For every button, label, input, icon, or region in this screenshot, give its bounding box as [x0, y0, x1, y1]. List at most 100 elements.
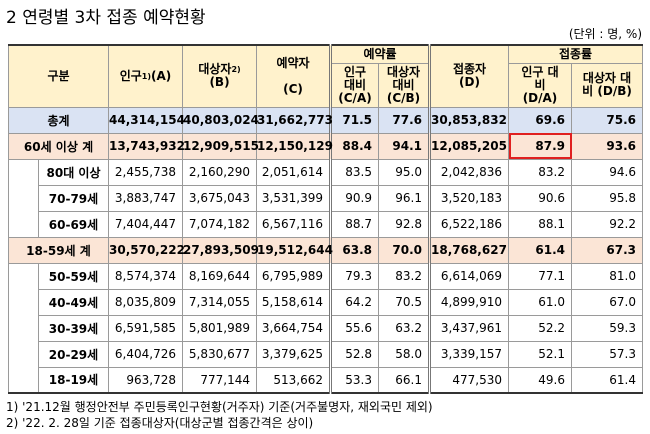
cell-d-b: 81.0 — [571, 262, 643, 290]
cell-d-b: 92.2 — [571, 210, 643, 238]
row-label: 60세 이상 계 — [8, 132, 109, 160]
header-reserved: 예약자 (C) — [256, 44, 331, 108]
cell-c-b: 70.0 — [378, 236, 430, 264]
cell-d-a: 61.0 — [508, 288, 572, 316]
cell-c-b: 63.2 — [378, 314, 430, 342]
cell-d-b: 67.0 — [571, 288, 643, 316]
cell-vaccinated: 12,085,205 — [428, 132, 509, 160]
cell-population: 8,574,374 — [108, 262, 183, 290]
header-reservation-rate: 예약률 — [329, 44, 430, 64]
cell-d-a: 77.1 — [508, 262, 572, 290]
table-row: 60-69세 7,404,447 7,074,182 6,567,116 88.… — [9, 210, 643, 238]
cell-c-b: 96.1 — [378, 184, 430, 212]
cell-target: 12,909,515 — [182, 132, 259, 160]
cell-vaccinated: 18,768,627 — [428, 236, 509, 264]
cell-target: 27,893,509 — [182, 236, 259, 264]
cell-target: 8,169,644 — [182, 262, 257, 290]
table-row: 40-49세 8,035,809 7,314,055 5,158,614 64.… — [9, 288, 643, 316]
cell-c-a: 79.3 — [329, 262, 379, 290]
cell-reserved: 6,795,989 — [256, 262, 331, 290]
cell-vaccinated: 477,530 — [428, 366, 509, 394]
cell-population: 3,883,747 — [108, 184, 183, 212]
cell-d-a: 61.4 — [508, 236, 572, 264]
cell-population: 8,035,809 — [108, 288, 183, 316]
row-label: 총계 — [8, 106, 109, 134]
header-vaccination-rate: 접종률 — [508, 44, 643, 64]
cell-target: 3,675,043 — [182, 184, 257, 212]
cell-c-a: 55.6 — [329, 314, 379, 342]
cell-reserved: 6,567,116 — [256, 210, 331, 238]
cell-d-b: 61.4 — [571, 366, 643, 394]
cell-d-b: 57.3 — [571, 340, 643, 368]
cell-reserved: 2,051,614 — [256, 158, 331, 186]
header-target-ratio-d: 대상자 대비 (D/B) — [571, 62, 643, 108]
cell-c-a: 83.5 — [329, 158, 379, 186]
cell-population: 963,728 — [108, 366, 183, 394]
table-row: 30-39세 6,591,585 5,801,989 3,664,754 55.… — [9, 314, 643, 342]
header-vaccinated: 접종자 (D) — [428, 44, 509, 108]
header-category: 구분 — [8, 44, 109, 108]
cell-population: 6,404,726 — [108, 340, 183, 368]
cell-d-a: 88.1 — [508, 210, 572, 238]
cell-reserved: 3,531,399 — [256, 184, 331, 212]
cell-d-a: 69.6 — [508, 106, 572, 134]
cell-c-a: 71.5 — [329, 106, 379, 134]
cell-vaccinated: 30,853,832 — [428, 106, 509, 134]
table-row: 총계 44,314,154 40,803,024 31,662,773 71.5… — [8, 106, 643, 134]
cell-d-a: 83.2 — [508, 158, 572, 186]
cell-c-a: 90.9 — [329, 184, 379, 212]
cell-vaccinated: 3,520,183 — [428, 184, 509, 212]
row-label: 80대 이상 — [38, 158, 109, 186]
header-population: 인구1)(A) — [108, 44, 183, 108]
cell-c-b: 77.6 — [378, 106, 430, 134]
row-label: 18-59세 계 — [8, 236, 109, 264]
cell-d-a: 52.2 — [508, 314, 572, 342]
cell-d-b: 93.6 — [571, 132, 643, 160]
cell-population: 30,570,222 — [108, 236, 185, 264]
cell-c-b: 70.5 — [378, 288, 430, 316]
cell-vaccinated: 3,339,157 — [428, 340, 509, 368]
cell-d-b: 95.8 — [571, 184, 643, 212]
page-title: 2 연령별 3차 접종 예약현황 — [6, 8, 206, 28]
row-label: 50-59세 — [38, 262, 109, 290]
header-target-ratio-c: 대상자 대비 (C/B) — [378, 62, 430, 108]
row-label: 20-29세 — [38, 340, 109, 368]
cell-target: 7,074,182 — [182, 210, 257, 238]
cell-d-a: 90.6 — [508, 184, 572, 212]
footnote-1: 1) '21.12월 행정안전부 주민등록인구현황(거주자) 기준(거주불명자,… — [6, 400, 433, 414]
vaccination-table: 구분 인구1)(A) 대상자2) (B) 예약자 (C) 예약률 접종자 (D) 접종… — [8, 44, 643, 394]
cell-vaccinated: 6,522,186 — [428, 210, 509, 238]
table-row: 80대 이상 2,455,738 2,160,290 2,051,614 83.… — [8, 158, 643, 237]
row-label: 40-49세 — [38, 288, 109, 316]
cell-d-a: 49.6 — [508, 366, 572, 394]
table-row: 20-29세 6,404,726 5,830,677 3,379,625 52.… — [9, 340, 643, 368]
cell-target: 5,830,677 — [182, 340, 257, 368]
cell-reserved: 19,512,644 — [256, 236, 333, 264]
cell-reserved: 31,662,773 — [256, 106, 333, 134]
table-row: 50-59세 8,574,374 8,169,644 6,795,989 79.… — [8, 262, 643, 393]
table-row: 60세 이상 계 13,743,932 12,909,515 12,150,12… — [8, 132, 643, 160]
table-row: 18-59세 계 30,570,222 27,893,509 19,512,64… — [8, 236, 643, 264]
cell-population: 2,455,738 — [108, 158, 183, 186]
cell-target: 40,803,024 — [182, 106, 259, 134]
row-label: 30-39세 — [38, 314, 109, 342]
cell-vaccinated: 2,042,836 — [428, 158, 509, 186]
cell-c-a: 88.7 — [329, 210, 379, 238]
cell-reserved: 3,379,625 — [256, 340, 331, 368]
cell-c-a: 64.2 — [329, 288, 379, 316]
row-label: 18-19세 — [38, 366, 109, 394]
header-pop-ratio-c: 인구 대비 (C/A) — [329, 62, 379, 108]
indent-spacer — [8, 263, 39, 393]
header-pop-ratio-d: 인구 대비 (D/A) — [508, 62, 572, 108]
cell-c-b: 66.1 — [378, 366, 430, 394]
cell-c-a: 53.3 — [329, 366, 379, 394]
cell-reserved: 12,150,129 — [256, 132, 333, 160]
cell-c-a: 63.8 — [329, 236, 379, 264]
header-target: 대상자2) (B) — [182, 44, 257, 108]
cell-population: 13,743,932 — [108, 132, 185, 160]
cell-reserved: 513,662 — [256, 366, 331, 394]
cell-c-b: 83.2 — [378, 262, 430, 290]
cell-vaccinated: 4,899,910 — [428, 288, 509, 316]
cell-c-b: 95.0 — [378, 158, 430, 186]
cell-c-a: 52.8 — [329, 340, 379, 368]
